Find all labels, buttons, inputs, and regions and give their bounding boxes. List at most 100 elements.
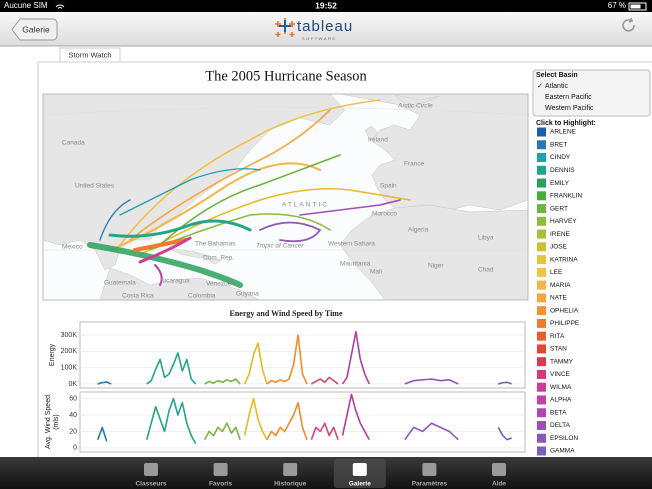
tab-icon[interactable]	[352, 463, 367, 476]
tab-icon[interactable]	[144, 463, 158, 476]
storm-name[interactable]: ARLENE	[550, 129, 577, 136]
storm-name[interactable]: EMILY	[550, 180, 570, 187]
tab-icon[interactable]	[213, 463, 228, 476]
storm-name[interactable]: ALPHA	[550, 397, 572, 404]
storm-swatch[interactable]	[537, 420, 546, 430]
y-tick-label: 300K	[61, 332, 78, 339]
storm-swatch[interactable]	[537, 369, 546, 379]
storm-name[interactable]: EPSILON	[550, 435, 578, 442]
tab-label[interactable]: Aide	[492, 481, 506, 488]
charts: 0K 100K 200K 300K Energy 0 20 40 60 Avg. Wind Spe…	[45, 321, 526, 453]
storm-name[interactable]: DENNIS	[550, 167, 575, 174]
map-label: United States	[75, 183, 115, 190]
storm-swatch[interactable]	[537, 204, 546, 214]
map-label: Spain	[380, 183, 397, 190]
storm-name[interactable]: LEE	[550, 269, 563, 276]
storm-swatch[interactable]	[537, 267, 546, 277]
basin-dropdown[interactable]	[532, 69, 651, 117]
back-label[interactable]: Galerie	[22, 24, 50, 34]
map-label: Colombia	[188, 293, 216, 300]
line-series	[404, 378, 459, 385]
line-series	[97, 381, 112, 385]
y-tick-label: 0	[73, 445, 77, 452]
storm-swatch[interactable]	[537, 153, 546, 163]
storm-name[interactable]: PHILIPPE	[550, 320, 580, 327]
y-axis-label: (mls)	[53, 414, 60, 430]
back-button[interactable]	[11, 18, 58, 41]
basin-option[interactable]: Eastern Pacific	[545, 94, 592, 101]
storm-swatch[interactable]	[537, 446, 546, 456]
storm-swatch[interactable]	[537, 140, 546, 150]
storm-name[interactable]: JOSE	[550, 244, 568, 251]
y-tick-label: 0K	[68, 381, 77, 388]
storm-swatch[interactable]	[537, 165, 546, 175]
map-label: Mauritania	[340, 261, 371, 268]
storm-name[interactable]: IRENE	[550, 231, 571, 238]
map-label: France	[404, 161, 425, 168]
tab-icon[interactable]	[422, 463, 437, 476]
storm-swatch[interactable]	[537, 395, 546, 405]
basin-option[interactable]: Atlantic	[545, 83, 568, 90]
storm-swatch[interactable]	[537, 357, 546, 367]
highlight-list: ARLENE BRET CINDY DENNIS EMILY FRANKLIN GERT HA…	[537, 127, 582, 456]
wifi-icon	[55, 4, 65, 9]
storm-swatch[interactable]	[537, 127, 546, 137]
tab-icon[interactable]	[492, 463, 506, 476]
storm-swatch[interactable]	[537, 255, 546, 265]
tab-label[interactable]: Classeurs	[135, 481, 166, 488]
storm-name[interactable]: GAMMA	[550, 448, 575, 455]
storm-swatch[interactable]	[537, 331, 546, 341]
line-series	[97, 426, 108, 442]
storm-name[interactable]: KATRINA	[550, 256, 578, 263]
map-label: The Bahamas	[195, 241, 236, 248]
storm-name[interactable]: WILMA	[550, 384, 572, 391]
storm-swatch[interactable]	[537, 382, 546, 392]
storm-swatch[interactable]	[537, 318, 546, 328]
storm-name[interactable]: BETA	[550, 409, 567, 416]
y-tick-label: 200K	[61, 348, 78, 355]
chart-title: Energy and Wind Speed by Time	[230, 309, 343, 318]
storm-swatch[interactable]	[537, 344, 546, 354]
y-axis-label: Avg. Wind Speed	[45, 395, 52, 449]
storm-swatch[interactable]	[537, 242, 546, 252]
map-label: Guatemala	[104, 280, 136, 287]
storm-name[interactable]: OPHELIA	[550, 307, 579, 314]
storm-swatch[interactable]	[537, 229, 546, 239]
storm-name[interactable]: TAMMY	[550, 358, 574, 365]
storm-swatch[interactable]	[537, 280, 546, 290]
dashboard-title: The 2005 Hurricane Season	[205, 68, 367, 84]
plot-area	[79, 321, 526, 389]
tab-label[interactable]: Paramètres	[412, 481, 448, 488]
refresh-button[interactable]	[622, 17, 635, 32]
tab-label[interactable]: Galerie	[349, 481, 371, 488]
storm-name[interactable]: RITA	[550, 333, 565, 340]
basin-option[interactable]: Western Pacific	[545, 105, 594, 112]
storm-swatch[interactable]	[537, 216, 546, 226]
storm-name[interactable]: CINDY	[550, 154, 571, 161]
storm-swatch[interactable]	[537, 178, 546, 188]
storm-name[interactable]: FRANKLIN	[550, 193, 582, 200]
storm-swatch[interactable]	[537, 408, 546, 418]
line-series	[497, 426, 512, 441]
storm-swatch[interactable]	[537, 293, 546, 303]
sheet-tab[interactable]	[59, 47, 121, 63]
storm-swatch[interactable]	[537, 433, 546, 443]
storm-swatch[interactable]	[537, 191, 546, 201]
tab-icon[interactable]	[283, 463, 298, 476]
map-label: Algeria	[408, 227, 429, 234]
storm-name[interactable]: DELTA	[550, 422, 571, 429]
y-tick-label: 60	[69, 395, 77, 402]
storm-name[interactable]: GERT	[550, 205, 568, 212]
storm-name[interactable]: STAN	[550, 346, 567, 353]
tab-label[interactable]: Historique	[274, 481, 307, 488]
sheet-tab-label[interactable]: Storm Watch	[68, 50, 111, 59]
storm-swatch[interactable]	[537, 306, 546, 316]
storm-name[interactable]: HARVEY	[550, 218, 577, 225]
tab-label[interactable]: Favoris	[209, 481, 233, 488]
storm-name[interactable]: BRET	[550, 141, 567, 148]
map-label: Costa Rica	[122, 293, 154, 300]
storm-name[interactable]: MARIA	[550, 282, 571, 289]
map-label: Nicaragua	[160, 278, 190, 285]
storm-name[interactable]: NATE	[550, 295, 568, 302]
storm-name[interactable]: VINCE	[550, 371, 571, 378]
